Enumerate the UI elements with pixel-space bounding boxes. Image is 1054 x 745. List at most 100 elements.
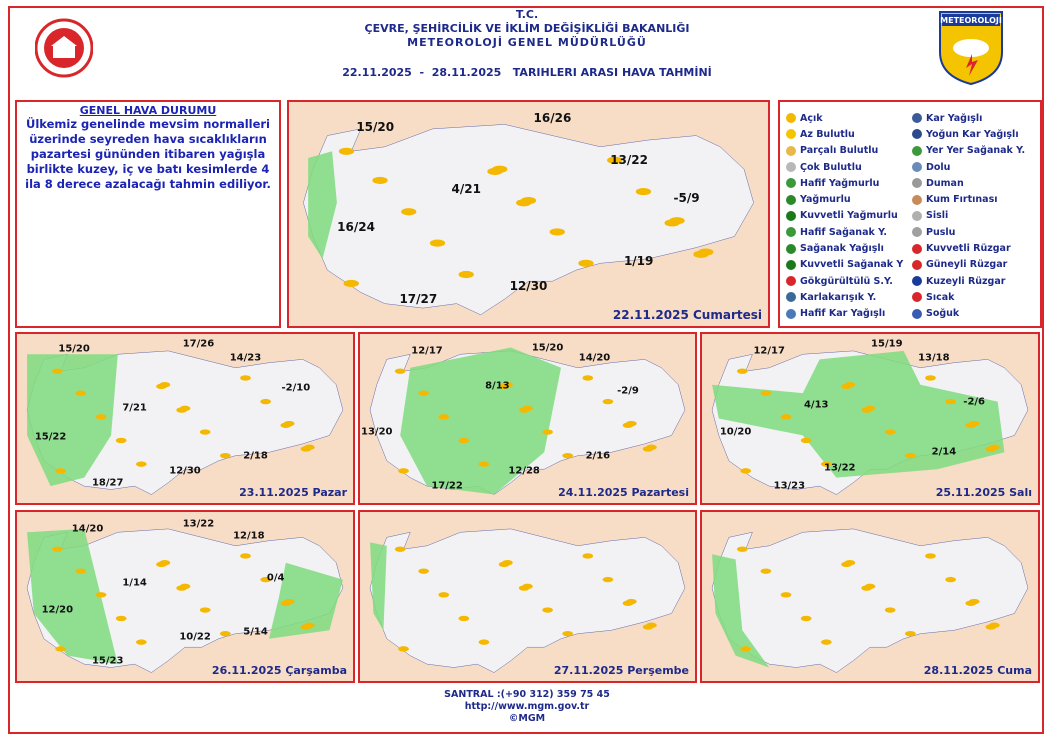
legend-label: Hafif Yağmurlu <box>800 177 880 189</box>
legend-icon <box>786 113 796 124</box>
weather-icon <box>303 622 315 628</box>
temperature-label: 13/23 <box>773 480 806 492</box>
legend-item: Sağanak Yağışlı <box>786 240 911 256</box>
temperature-label: 14/20 <box>71 523 104 535</box>
weather-icon <box>864 583 876 590</box>
legend-label: Sisli <box>926 210 949 222</box>
legend-label: Yer Yer Sağanak Y. <box>926 145 1026 157</box>
weather-icon <box>740 468 752 474</box>
legend-icon <box>786 243 796 254</box>
legend-icon <box>912 113 922 124</box>
legend-item: Kuzeyli Rüzgar <box>912 273 1037 289</box>
weather-icon <box>159 559 171 566</box>
warning-area <box>269 562 343 639</box>
legend-column: Kar Yağışlı Yoğun Kar Yağışlı Yer Yer Sağa… <box>912 110 1037 322</box>
legend-item: Yağmurlu <box>786 191 911 207</box>
temperature-label: 15/20 <box>58 343 90 355</box>
legend-label: Karlakarışık Y. <box>800 291 877 303</box>
weather-icon <box>698 248 714 256</box>
weather-icon <box>219 452 231 459</box>
ministry-logo <box>35 18 93 78</box>
weather-icon <box>904 452 916 459</box>
temperature-label: 17/26 <box>182 338 215 350</box>
map-date: 28.11.2025 Cuma <box>923 664 1032 677</box>
weather-icon <box>635 188 652 196</box>
legend-item: Dolu <box>912 159 1037 175</box>
turkey-outline <box>370 529 685 673</box>
legend-icon <box>912 129 922 140</box>
map-shape <box>702 334 1038 503</box>
weather-icon <box>429 239 446 247</box>
map-date: 27.11.2025 Perşembe <box>553 664 689 677</box>
legend-label: Soğuk <box>926 308 960 320</box>
weather-icon <box>438 414 450 420</box>
weather-icon <box>740 646 752 652</box>
weather-icon <box>760 390 772 396</box>
legend-label: Hafif Sağanak Y. <box>800 226 888 238</box>
map-shape <box>702 512 1038 681</box>
temperature-label: 13/22 <box>610 153 648 168</box>
legend-icon <box>786 276 796 287</box>
weather-icon <box>478 461 490 467</box>
legend-item: Güneyli Rüzgar <box>912 257 1037 273</box>
forecast-map: 14/20 13/22 12/18 0/4 1/14 12/20 5/14 10/22 15/2… <box>15 510 355 683</box>
weather-icon <box>646 622 657 628</box>
legend-item: Karlakarışık Y. <box>786 289 911 305</box>
temperature-label: 5/14 <box>243 626 268 638</box>
legend-label: Kuvvetli Sağanak Y <box>800 259 904 271</box>
map-date: 24.11.2025 Pazartesi <box>558 486 689 499</box>
legend-icon <box>912 227 922 238</box>
header-ministry: ÇEVRE, ŞEHİRCİLİK VE İKLİM DEĞİŞİKLİĞİ B… <box>364 22 690 35</box>
temperature-label: 2/16 <box>585 450 611 462</box>
footer-phone: SANTRAL :(+90 312) 359 75 45 <box>444 689 610 700</box>
legend-icon <box>912 308 922 319</box>
legend-label: Yağmurlu <box>800 194 851 206</box>
legend-item: Sıcak <box>912 289 1037 305</box>
temperature-label: 1/14 <box>122 577 147 589</box>
temperature-label: 2/14 <box>931 446 957 458</box>
weather-icon <box>669 217 685 225</box>
weather-icon <box>864 405 876 412</box>
weather-icon <box>394 368 406 374</box>
legend-item: Hafif Yağmurlu <box>786 175 911 191</box>
legend-item: Sisli <box>912 208 1037 224</box>
weather-icon <box>438 592 450 598</box>
legend-icon <box>786 145 796 156</box>
header-directorate: METEOROLOJİ GENEL MÜDÜRLÜĞÜ <box>407 36 647 49</box>
weather-icon <box>199 607 211 613</box>
legend-label: Kuzeyli Rüzgar <box>926 275 1006 287</box>
legend-label: Güneyli Rüzgar <box>926 259 1008 271</box>
weather-icon <box>115 615 127 622</box>
forecast-map: 15/20 16/26 13/22 4/21 -5/9 16/24 1/19 12/30 17/… <box>287 100 770 328</box>
legend-item: Hafif Sağanak Y. <box>786 224 911 240</box>
temperature-label: 16/26 <box>533 110 572 125</box>
temperature-label: 0/4 <box>266 572 285 584</box>
legend-icon <box>786 129 796 140</box>
weather-icon <box>736 368 748 374</box>
weather-icon <box>582 375 594 381</box>
weather-icon <box>760 568 772 574</box>
warning-area <box>712 350 1005 478</box>
map-shape <box>289 102 768 326</box>
temperature-label: 12/17 <box>753 345 785 357</box>
temperature-label: 17/27 <box>399 292 438 307</box>
forecast-map: 15/20 17/26 14/23 -2/10 7/21 15/22 2/18 12/30 18… <box>15 332 355 505</box>
legend-icon <box>786 178 796 189</box>
temperature-label: 7/21 <box>122 402 147 414</box>
legend-item: Çok Bulutlu <box>786 159 911 175</box>
temperature-label: -2/9 <box>617 385 639 397</box>
weather-icon <box>925 553 936 559</box>
temperature-label: 13/22 <box>824 462 856 473</box>
general-weather: GENEL HAVA DURUMU Ülkemiz genelinde mevs… <box>15 100 281 328</box>
legend-label: Açık <box>800 112 823 124</box>
temperature-label: 15/23 <box>91 655 124 667</box>
weather-icon <box>394 546 406 552</box>
weather-icon <box>478 639 490 645</box>
temperature-label: 15/20 <box>356 119 395 134</box>
weather-icon <box>492 165 508 173</box>
legend-label: Duman <box>926 177 964 189</box>
weather-icon <box>502 381 513 388</box>
weather-icon <box>820 461 832 467</box>
footer-url: http://www.mgm.gov.tr <box>464 701 590 712</box>
weather-icon <box>884 429 896 435</box>
